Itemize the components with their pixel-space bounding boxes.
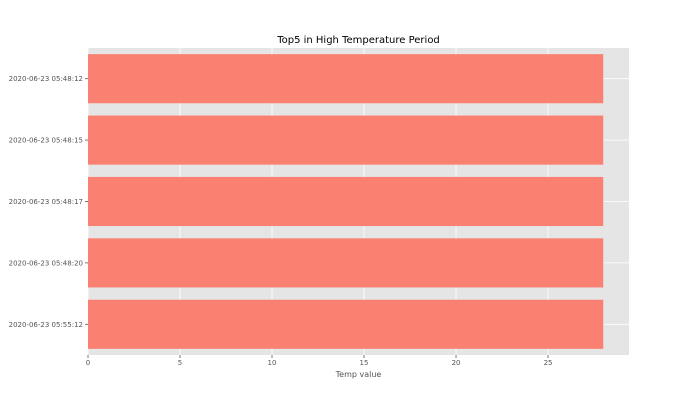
bar bbox=[88, 299, 604, 349]
x-tick-label: 5 bbox=[178, 359, 182, 367]
x-tick-label: 25 bbox=[544, 359, 553, 367]
y-tick-label: 2020-06-23 05:55:12 bbox=[9, 321, 83, 329]
x-tick-labels: 0 5 10 15 20 25 bbox=[86, 355, 553, 367]
bar bbox=[88, 176, 604, 227]
chart-title: Top5 in High Temperature Period bbox=[276, 35, 440, 46]
x-tick-label: 20 bbox=[452, 359, 461, 367]
x-axis-label: Temp value bbox=[335, 370, 382, 379]
bars bbox=[88, 54, 604, 349]
y-tick-labels: 2020-06-23 05:48:12 2020-06-23 05:48:15 20… bbox=[9, 75, 88, 329]
y-tick-label: 2020-06-23 05:48:17 bbox=[9, 198, 83, 206]
x-tick-label: 0 bbox=[86, 359, 90, 367]
y-tick-label: 2020-06-23 05:48:20 bbox=[9, 259, 83, 267]
x-tick-label: 10 bbox=[268, 359, 277, 367]
y-tick-label: 2020-06-23 05:48:15 bbox=[9, 137, 83, 145]
bar bbox=[88, 238, 604, 288]
bar bbox=[88, 54, 604, 104]
x-tick-label: 15 bbox=[360, 359, 369, 367]
bar bbox=[88, 115, 604, 165]
y-tick-label: 2020-06-23 05:48:12 bbox=[9, 75, 83, 83]
